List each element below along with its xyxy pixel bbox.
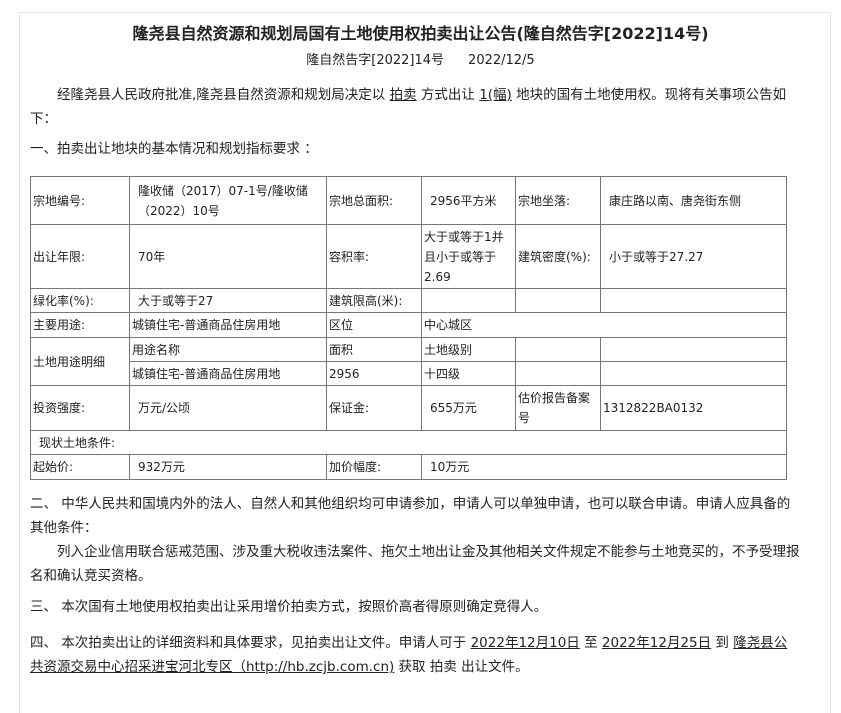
intro-paragraph: 经隆尧县人民政府批准,隆尧县自然资源和规划局决定以 拍卖 方式出让 1(幅) 地… [30,83,800,131]
text-span: 地块的国有土地使用权。现将有关事项公告如下： [30,87,787,127]
table-cell: 容积率: [326,224,422,289]
table-cell: 面积 [326,337,422,362]
table-cell: 土地用途明细 [30,337,130,386]
table-cell [600,337,787,362]
table-row: 起始价: 932万元 加价幅度: 10万元 [30,454,787,480]
end-date-link[interactable]: 2022年12月25日 [601,635,712,651]
table-cell: 投资强度: [30,385,130,431]
table-cell: 10万元 [421,454,787,480]
doc-number: 隆自然告字[2022]14号 [306,53,445,68]
text-span: 获取 拍卖 出让文件。 [394,659,529,675]
table-cell: 区位 [326,312,422,338]
table-cell [600,361,787,386]
table-cell: 大于或等于1并且小于或等于2.69 [421,224,516,289]
table-row: 土地用途明细 用途名称 面积 土地级别 [30,337,787,386]
publish-date: 2022/12/5 [468,53,535,68]
table-row: 主要用途: 城镇住宅-普通商品住房用地 区位 中心城区 [30,312,787,338]
table-cell: 932万元 [129,454,327,480]
table-cell: 建筑密度(%): [515,224,601,289]
text-span: 至 [579,635,602,651]
table-cell: 起始价: [30,454,130,480]
table-cell [515,288,601,313]
section-3: 三、 本次国有土地使用权拍卖出让采用增价拍卖方式，按照价高者得原则确定竞得人。 [30,599,548,615]
table-cell: 1312822BA0132 [600,385,787,431]
table-row: 现状土地条件: [30,430,787,455]
parcel-table: 宗地编号: 隆收储（2017）07-1号/隆收储（2022）10号 宗地总面积: 29… [30,176,787,480]
table-cell: 2956 [326,361,422,386]
text-span: 拍卖 [389,87,417,103]
table-row: 绿化率(%): 大于或等于27 建筑限高(米): [30,288,787,313]
table-cell: 绿化率(%): [30,288,130,313]
trading-center-link[interactable]: 隆尧县公共资源交易中心招采进宝河北专区（http://hb.zcjb.com.c… [30,635,788,675]
table-cell: 现状土地条件: [30,430,787,455]
table-cell: 城镇住宅-普通商品住房用地 [129,312,327,338]
table-cell: 加价幅度: [326,454,422,480]
text-span: 到 [711,635,734,651]
table-cell [515,337,601,362]
table-cell: 建筑限高(米): [326,288,422,313]
table-cell [515,361,601,386]
section-2-conditions: 列入企业信用联合惩戒范围、涉及重大税收违法案件、拖欠土地出让金及其他相关文件规定… [30,544,800,584]
text-span: 经隆尧县人民政府批准,隆尧县自然资源和规划局决定以 [57,87,390,103]
table-cell [421,288,516,313]
content-panel [19,12,831,713]
table-cell: 万元/公顷 [129,385,327,431]
table-cell: 十四级 [421,361,516,386]
table-cell: 宗地坐落: [515,176,601,225]
table-row: 出让年限: 70年 容积率: 大于或等于1并且小于或等于2.69 建筑密度(%): 小于或… [30,224,787,289]
table-cell: 中心城区 [421,312,787,338]
table-cell: 康庄路以南、唐尧街东侧 [600,176,787,225]
text-span: 四、 本次拍卖出让的详细资料和具体要求，见拍卖出让文件。申请人可于 [30,635,471,651]
table-cell [600,288,787,313]
table-cell: 主要用途: [30,312,130,338]
section-4: 四、 本次拍卖出让的详细资料和具体要求，见拍卖出让文件。申请人可于 2022年1… [30,631,800,679]
table-cell: 土地级别 [421,337,516,362]
table-cell: 大于或等于27 [129,288,327,313]
table-cell: 宗地总面积: [326,176,422,225]
doc-meta: 隆自然告字[2022]14号 2022/12/5 [0,49,841,68]
section-2: 二、 中华人民共和国境内外的法人、自然人和其他组织均可申请参加，申请人可以单独申… [30,496,791,536]
table-cell: 2956平方米 [421,176,516,225]
table-cell: 70年 [129,224,327,289]
table-cell: 城镇住宅-普通商品住房用地 [129,361,327,386]
text-span: 1(幅) [479,87,512,103]
text-span: 方式出让 [416,87,480,103]
table-cell: 隆收储（2017）07-1号/隆收储（2022）10号 [129,176,327,225]
start-date-link[interactable]: 2022年12月10日 [470,635,580,651]
table-row: 宗地编号: 隆收储（2017）07-1号/隆收储（2022）10号 宗地总面积: 29… [30,176,787,225]
table-cell: 估价报告备案号 [515,385,601,431]
page-title: 隆尧县自然资源和规划局国有土地使用权拍卖出让公告(隆自然告字[2022]14号) [132,24,709,43]
table-cell: 保证金: [326,385,422,431]
table-row: 城镇住宅-普通商品住房用地 2956 十四级 [31,361,787,386]
table-cell: 655万元 [421,385,516,431]
table-cell: 用途名称 [129,337,327,362]
table-cell: 小于或等于27.27 [600,224,787,289]
table-cell: 出让年限: [30,224,130,289]
table-cell: 宗地编号: [30,176,130,225]
table-row: 投资强度: 万元/公顷 保证金: 655万元 估价报告备案号 1312822BA0132 [30,385,787,431]
section-1-heading: 一、拍卖出让地块的基本情况和规划指标要求 ： [30,141,318,157]
